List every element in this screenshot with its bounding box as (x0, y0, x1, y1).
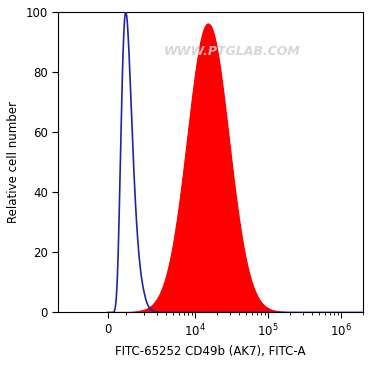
X-axis label: FITC-65252 CD49b (AK7), FITC-A: FITC-65252 CD49b (AK7), FITC-A (115, 345, 306, 358)
Text: WWW.PTGLAB.COM: WWW.PTGLAB.COM (164, 45, 300, 58)
Y-axis label: Relative cell number: Relative cell number (7, 101, 20, 223)
